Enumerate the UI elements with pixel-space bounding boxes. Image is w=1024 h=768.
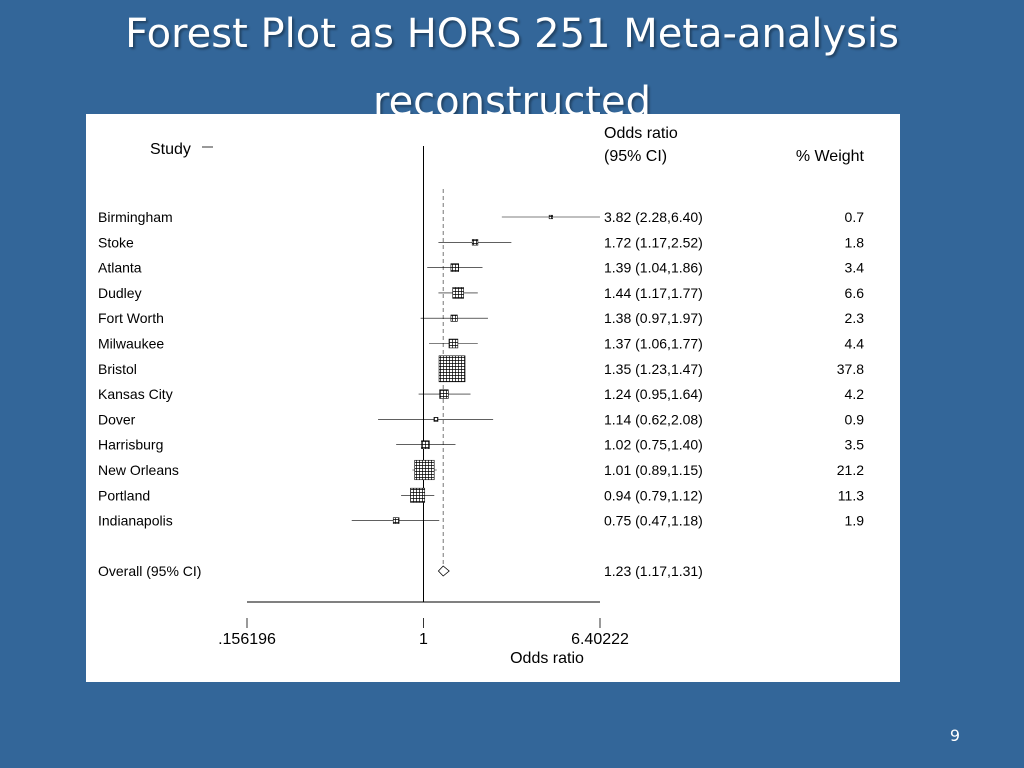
header-ci: (95% CI) (604, 148, 667, 165)
study-label: New Orleans (98, 462, 179, 478)
slide-title: Forest Plot as HORS 251 Meta-analysis re… (0, 0, 1024, 136)
study-label: Harrisburg (98, 437, 163, 453)
study-ci-text: 0.75 (0.47,1.18) (604, 513, 703, 529)
study-ci-text: 0.94 (0.79,1.12) (604, 487, 703, 503)
header-weight: % Weight (796, 148, 865, 165)
study-weight: 6.6 (845, 285, 865, 301)
study-weight-box (438, 355, 466, 383)
study-weight: 0.9 (845, 411, 865, 427)
study-label: Fort Worth (98, 310, 164, 326)
study-weight-box (471, 239, 479, 246)
study-weight-box (421, 440, 430, 449)
slide-title-line-1: Forest Plot as HORS 251 Meta-analysis (125, 11, 899, 57)
study-label: Milwaukee (98, 336, 164, 352)
header-study: Study (150, 141, 191, 158)
plot-area: Birmingham 3.82 (2.28,6.40) 0.7 Stoke 1.72 (… (98, 146, 864, 648)
study-label: Stoke (98, 234, 134, 250)
study-weight-box (439, 389, 449, 399)
forest-plot: Study Odds ratio (95% CI) % Weight Birmi… (98, 125, 865, 667)
study-ci-text: 1.14 (0.62,2.08) (604, 411, 703, 427)
study-label: Portland (98, 487, 150, 503)
study-ci-text: 1.01 (0.89,1.15) (604, 462, 703, 478)
x-axis-tick-label: .156196 (218, 631, 276, 648)
overall-ci-text: 1.23 (1.17,1.31) (604, 563, 703, 579)
study-weight: 3.4 (845, 260, 865, 276)
study-label: Atlanta (98, 260, 142, 276)
study-label: Kansas City (98, 386, 173, 402)
study-weight-box (433, 417, 439, 422)
study-label: Bristol (98, 361, 137, 377)
study-ci-text: 1.24 (0.95,1.64) (604, 386, 703, 402)
study-label: Dudley (98, 285, 142, 301)
study-weight: 1.8 (845, 234, 865, 250)
study-weight: 2.3 (845, 310, 865, 326)
study-weight-box (452, 287, 464, 299)
header-odds-ratio: Odds ratio (604, 125, 678, 142)
study-weight-box (450, 263, 460, 272)
study-weight-box (410, 487, 426, 503)
study-weight-box (448, 338, 459, 349)
study-weight: 3.5 (845, 437, 865, 453)
study-label: Dover (98, 411, 136, 427)
overall-label: Overall (95% CI) (98, 563, 201, 579)
study-weight: 37.8 (837, 361, 864, 377)
study-weight-box (414, 459, 435, 481)
overall-diamond (437, 565, 450, 577)
study-ci-text: 1.72 (1.17,2.52) (604, 234, 703, 250)
study-weight-box (392, 517, 400, 524)
study-weight: 21.2 (837, 462, 864, 478)
study-ci-text: 1.37 (1.06,1.77) (604, 336, 703, 352)
study-ci-text: 1.38 (0.97,1.97) (604, 310, 703, 326)
study-ci-text: 1.39 (1.04,1.86) (604, 260, 703, 276)
study-ci-text: 1.35 (1.23,1.47) (604, 361, 703, 377)
study-label: Birmingham (98, 209, 173, 225)
study-ci-text: 3.82 (2.28,6.40) (604, 209, 703, 225)
x-axis-tick-label: 6.40222 (571, 631, 629, 648)
study-ci-text: 1.44 (1.17,1.77) (604, 285, 703, 301)
x-axis-tick-label: 1 (419, 631, 428, 648)
slide-number: 9 (949, 726, 961, 745)
forest-plot-panel: Study Odds ratio (95% CI) % Weight Birmi… (86, 114, 900, 682)
study-weight: 1.9 (845, 513, 865, 529)
study-ci-text: 1.02 (0.75,1.40) (604, 437, 703, 453)
study-weight: 4.4 (845, 336, 865, 352)
study-weight: 4.2 (845, 386, 865, 402)
study-label: Indianapolis (98, 513, 173, 529)
study-weight: 11.3 (838, 487, 864, 503)
study-weight-box (450, 314, 458, 322)
study-weight: 0.7 (845, 209, 865, 225)
x-axis-label: Odds ratio (510, 650, 584, 667)
study-weight-box (548, 214, 553, 220)
